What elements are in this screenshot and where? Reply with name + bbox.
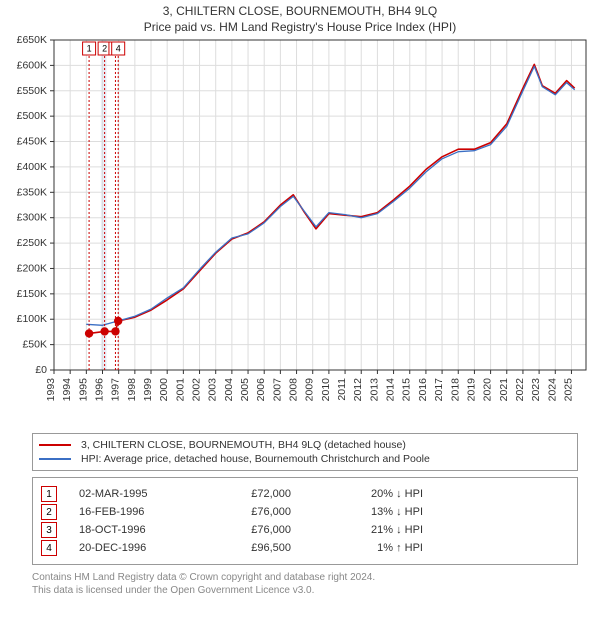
svg-text:2007: 2007 (271, 378, 283, 402)
row-price: £96,500 (211, 542, 291, 554)
svg-text:1994: 1994 (61, 378, 73, 402)
row-date: 02-MAR-1995 (79, 488, 189, 500)
svg-text:2025: 2025 (562, 378, 574, 402)
svg-text:2005: 2005 (239, 378, 251, 402)
svg-text:2004: 2004 (223, 378, 235, 402)
svg-text:1993: 1993 (45, 378, 57, 402)
attribution-footer: Contains HM Land Registry data © Crown c… (32, 571, 578, 597)
footer-line-2: This data is licensed under the Open Gov… (32, 584, 578, 597)
row-price: £76,000 (211, 524, 291, 536)
legend-label: HPI: Average price, detached house, Bour… (81, 452, 430, 466)
row-badge: 3 (41, 522, 57, 538)
svg-text:1: 1 (87, 44, 92, 54)
svg-text:2019: 2019 (465, 378, 477, 402)
svg-text:2014: 2014 (385, 378, 397, 402)
sales-table: 1 02-MAR-1995 £72,000 20% ↓ HPI 2 16-FEB-1996… (32, 477, 578, 565)
row-date: 16-FEB-1996 (79, 506, 189, 518)
svg-text:2002: 2002 (191, 378, 203, 402)
svg-text:2016: 2016 (417, 378, 429, 402)
table-row: 2 16-FEB-1996 £76,000 13% ↓ HPI (41, 504, 569, 520)
legend: 3, CHILTERN CLOSE, BOURNEMOUTH, BH4 9LQ … (32, 433, 578, 471)
svg-text:2015: 2015 (401, 378, 413, 402)
row-delta: 1% ↑ HPI (313, 542, 423, 554)
svg-text:2018: 2018 (449, 378, 461, 402)
row-badge: 2 (41, 504, 57, 520)
price-chart: £0 £50K £100K £150K £200K £250K £300K £350K £400… (0, 34, 600, 429)
svg-text:£100K: £100K (17, 313, 47, 325)
row-badge: 1 (41, 486, 57, 502)
row-delta: 20% ↓ HPI (313, 488, 423, 500)
svg-text:2000: 2000 (158, 378, 170, 402)
svg-text:£200K: £200K (17, 262, 47, 274)
row-date: 20-DEC-1996 (79, 542, 189, 554)
svg-text:2024: 2024 (546, 378, 558, 402)
legend-swatch (39, 444, 71, 446)
table-row: 4 20-DEC-1996 £96,500 1% ↑ HPI (41, 540, 569, 556)
svg-text:2: 2 (102, 44, 107, 54)
svg-text:2011: 2011 (336, 378, 348, 401)
legend-item: 3, CHILTERN CLOSE, BOURNEMOUTH, BH4 9LQ … (39, 438, 571, 452)
svg-text:4: 4 (116, 44, 121, 54)
svg-text:£450K: £450K (17, 136, 47, 148)
row-price: £72,000 (211, 488, 291, 500)
svg-text:2006: 2006 (255, 378, 267, 402)
svg-text:£50K: £50K (22, 339, 47, 351)
svg-text:2013: 2013 (368, 378, 380, 402)
svg-text:1998: 1998 (126, 378, 138, 402)
chart-title-1: 3, CHILTERN CLOSE, BOURNEMOUTH, BH4 9LQ (0, 4, 600, 18)
svg-text:£350K: £350K (17, 186, 47, 198)
svg-text:£600K: £600K (17, 59, 47, 71)
row-delta: 21% ↓ HPI (313, 524, 423, 536)
svg-text:2022: 2022 (514, 378, 526, 402)
legend-item: HPI: Average price, detached house, Bour… (39, 452, 571, 466)
svg-text:2020: 2020 (482, 378, 494, 402)
svg-text:1995: 1995 (77, 378, 89, 402)
row-delta: 13% ↓ HPI (313, 506, 423, 518)
svg-text:£300K: £300K (17, 212, 47, 224)
svg-text:£400K: £400K (17, 161, 47, 173)
svg-text:£550K: £550K (17, 85, 47, 97)
svg-text:2010: 2010 (320, 378, 332, 402)
row-badge: 4 (41, 540, 57, 556)
svg-text:2012: 2012 (352, 378, 364, 402)
svg-text:2001: 2001 (174, 378, 186, 402)
svg-text:2021: 2021 (498, 378, 510, 402)
svg-text:2003: 2003 (207, 378, 219, 402)
svg-text:2008: 2008 (288, 378, 300, 402)
table-row: 3 18-OCT-1996 £76,000 21% ↓ HPI (41, 522, 569, 538)
svg-text:£650K: £650K (17, 34, 47, 46)
svg-text:2009: 2009 (304, 378, 316, 402)
legend-label: 3, CHILTERN CLOSE, BOURNEMOUTH, BH4 9LQ … (81, 438, 406, 452)
chart-title-2: Price paid vs. HM Land Registry's House … (0, 20, 600, 34)
svg-text:£150K: £150K (17, 288, 47, 300)
row-price: £76,000 (211, 506, 291, 518)
svg-text:1996: 1996 (94, 378, 106, 402)
svg-text:£250K: £250K (17, 237, 47, 249)
footer-line-1: Contains HM Land Registry data © Crown c… (32, 571, 578, 584)
svg-text:£500K: £500K (17, 110, 47, 122)
table-row: 1 02-MAR-1995 £72,000 20% ↓ HPI (41, 486, 569, 502)
svg-text:1997: 1997 (110, 378, 122, 402)
legend-swatch (39, 458, 71, 460)
row-date: 18-OCT-1996 (79, 524, 189, 536)
svg-text:£0: £0 (35, 364, 47, 376)
svg-text:2023: 2023 (530, 378, 542, 402)
svg-text:2017: 2017 (433, 378, 445, 402)
svg-text:1999: 1999 (142, 378, 154, 402)
